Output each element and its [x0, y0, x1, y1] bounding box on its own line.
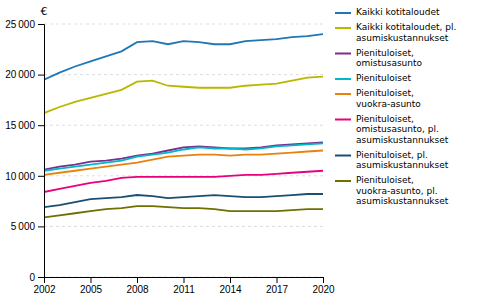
x-tick: 2002 [33, 277, 56, 295]
y-tick: 10 000 [5, 171, 44, 182]
y-tick-mark [38, 125, 44, 126]
x-tick-mark [91, 277, 92, 283]
y-tick-label: 25 000 [5, 19, 35, 30]
x-tick: 2014 [219, 277, 242, 295]
x-tick-label: 2011 [173, 284, 195, 295]
x-tick: 2011 [173, 277, 195, 295]
legend-label: Pienituloiset [356, 73, 411, 83]
y-tick-mark [38, 24, 44, 25]
series-line [44, 206, 323, 217]
y-tick-mark [38, 176, 44, 177]
legend-item: Pienituloiset,omistusasunto, pl.asumisku… [335, 114, 449, 145]
legend-label: Pienituloiset, pl.asumiskustannukset [356, 150, 449, 171]
legend-item: Pienituloiset [335, 73, 411, 83]
x-tick-mark [323, 277, 324, 283]
legend-swatch [335, 155, 351, 157]
x-tick-label: 2005 [80, 284, 103, 295]
y-tick: 0 [29, 272, 44, 283]
y-tick-label: 5 000 [11, 221, 36, 232]
x-tick-mark [277, 277, 278, 283]
y-tick: 15 000 [5, 120, 44, 131]
x-tick-label: 2014 [219, 284, 242, 295]
legend-item: Pienituloiset,omistusasunto [335, 48, 423, 68]
y-tick: 20 000 [5, 69, 44, 80]
x-tick-label: 2017 [266, 284, 289, 295]
lines [44, 34, 323, 217]
legend-label: Pienituloiset,vuokra-asunto, pl.asumisku… [356, 175, 449, 206]
legend-label: Kaikki kotitaloudet, pl.asumiskustannuks… [356, 22, 456, 43]
x-tick: 2008 [126, 277, 149, 295]
grid-line [44, 226, 323, 227]
legend-swatch [335, 180, 351, 182]
x-tick-label: 2020 [312, 284, 335, 295]
grid-line [44, 24, 323, 25]
legend-label: Kaikki kotitaloudet [356, 7, 440, 17]
x-tick: 2017 [266, 277, 289, 295]
chart: 2002 2005 2008 2011 2014 2017 2020 0 5 000 10 000… [0, 0, 491, 301]
legend-label: Pienituloiset,omistusasunto [356, 48, 423, 68]
y-tick-label: 0 [29, 272, 35, 283]
legend-label: Pienituloiset,vuokra-asunto [356, 88, 421, 109]
legend-swatch [335, 53, 351, 55]
y-tick-label: 20 000 [5, 69, 35, 80]
legend-item: Pienituloiset, pl.asumiskustannukset [335, 150, 449, 171]
y-axis: 0 5 000 10 000 15 000 20 000 25 000 [5, 19, 44, 283]
legend-swatch [335, 12, 351, 14]
x-axis-line [45, 278, 324, 284]
series-line [44, 77, 323, 113]
y-tick-mark [38, 75, 44, 76]
series-line [44, 171, 323, 192]
y-tick: 5 000 [11, 221, 44, 232]
plot: 2002 2005 2008 2011 2014 2017 2020 0 5 000 10 000… [5, 19, 335, 295]
y-tick-label: 15 000 [5, 120, 35, 131]
y-tick-mark [38, 226, 44, 227]
legend-swatch [335, 27, 351, 29]
legend-item: Pienituloiset,vuokra-asunto, pl.asumisku… [335, 175, 449, 206]
x-axis: 2002 2005 2008 2011 2014 2017 2020 [33, 277, 335, 295]
series-line [44, 194, 323, 207]
y-tick: 25 000 [5, 19, 44, 30]
y-tick-mark [38, 277, 44, 278]
y-axis-line [38, 25, 45, 278]
legend-item: Pienituloiset,vuokra-asunto [335, 88, 421, 109]
x-tick-mark [137, 277, 138, 283]
legend-swatch [335, 119, 351, 121]
series-line [44, 34, 323, 80]
x-tick: 2005 [80, 277, 103, 295]
y-axis-label: € [41, 5, 48, 18]
x-tick-label: 2002 [33, 284, 56, 295]
legend-item: Kaikki kotitaloudet, pl.asumiskustannuks… [335, 22, 456, 43]
x-tick-mark [230, 277, 231, 283]
grid-line [44, 74, 323, 75]
grid-line [44, 125, 323, 126]
legend-swatch [335, 93, 351, 95]
legend: Kaikki kotitaloudet Kaikki kotitaloudet, … [335, 7, 456, 206]
series-line [44, 143, 323, 170]
x-tick-label: 2008 [126, 284, 149, 295]
legend-item: Kaikki kotitaloudet [335, 7, 440, 17]
legend-label: Pienituloiset,omistusasunto, pl.asumisku… [356, 114, 449, 145]
y-tick-label: 10 000 [5, 171, 35, 182]
grid [44, 24, 323, 277]
series-line [44, 151, 323, 175]
x-tick-mark [184, 277, 185, 283]
x-tick: 2020 [312, 277, 335, 295]
legend-swatch [335, 78, 351, 80]
